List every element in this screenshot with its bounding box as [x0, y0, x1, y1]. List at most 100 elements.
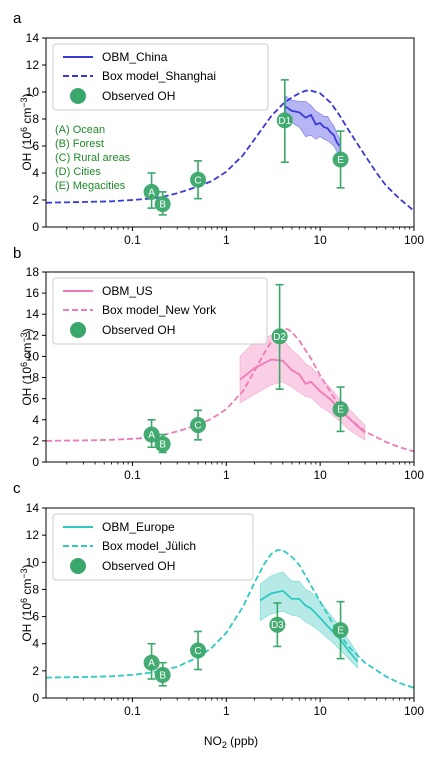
y-tick-label: 8 [32, 112, 39, 126]
observed-marker-label: B [159, 670, 166, 681]
observed-marker [269, 616, 286, 633]
y-tick-label: 10 [26, 85, 40, 99]
x-tick-label: 0.1 [124, 468, 141, 482]
y-axis-label: OH (106 cm−3) [19, 328, 34, 405]
x-tick-label: 1 [223, 704, 230, 718]
x-axis-label: NO2 (ppb) [204, 734, 258, 750]
legend-label-box-model-shanghai: Box model_Shanghai [102, 69, 216, 83]
observed-marker-label: D2 [273, 332, 286, 343]
legend-label-box-model-new-york: Box model_New York [102, 303, 217, 317]
y-axis-label: OH (106 cm−3) [19, 564, 34, 641]
y-tick-label: 12 [26, 528, 40, 542]
annotation-rural-areas: (C) Rural areas [55, 152, 131, 164]
observed-marker [332, 151, 349, 168]
annotation-forest: (B) Forest [55, 138, 104, 150]
panel-c-letter: c [13, 480, 21, 497]
observed-marker [143, 426, 160, 443]
y-tick-label: 2 [32, 193, 39, 207]
observed-marker [143, 183, 160, 200]
y-tick-label: 14 [26, 31, 40, 45]
y-tick-label: 4 [32, 637, 39, 651]
y-tick-label: 6 [32, 610, 39, 624]
observed-marker-label: D3 [271, 620, 284, 631]
panel-b-letter: b [13, 245, 21, 262]
y-tick-label: 14 [26, 307, 40, 321]
observed-point-a: A [143, 172, 160, 209]
x-tick-label: 0.1 [124, 233, 141, 247]
obm-europe-uncertainty-band [259, 571, 358, 669]
observed-point-b: B [154, 191, 171, 216]
legend-box [52, 513, 254, 581]
x-tick-label: 100 [404, 233, 424, 247]
x-tick-label: 10 [313, 468, 327, 482]
box-model-julich-curve [45, 549, 415, 689]
box-model-julich-layer [45, 549, 415, 689]
observed-point-c: C [190, 630, 207, 671]
obm-europe-line [259, 589, 359, 662]
observed-point-d1: D1 [276, 79, 293, 163]
panel-a: a AB C D1 E 0 2 4 6 8 10 12 14 0.1 1 10 100 OBM_China … [13, 10, 424, 247]
y-tick-label: 10 [26, 349, 40, 363]
observed-point-d2: D2 [271, 283, 288, 390]
observed-marker-label: C [194, 646, 201, 657]
observed-marker-label: B [159, 440, 166, 451]
legend: OBM_China Box model_Shanghai Observed OH [52, 43, 269, 111]
observed-oh-layer: AB C D2 E [143, 283, 349, 454]
y-tick-label: 0 [32, 691, 39, 705]
observed-oh-layer: AB C D3 E [143, 600, 349, 687]
annotation-ocean: (A) Ocean [55, 124, 105, 136]
y-tick-label: 0 [32, 455, 39, 469]
y-axis-label: OH (106 cm−3) [19, 93, 34, 170]
x-tick-label: 1 [223, 233, 230, 247]
observed-marker [190, 171, 207, 188]
legend-label-observed-oh: Observed OH [102, 89, 175, 103]
observed-point-a: A [143, 418, 160, 449]
y-tick-label: 14 [26, 501, 40, 515]
obm-us-line [239, 358, 366, 434]
obm-china-line [285, 106, 341, 147]
x-tick-label: 10 [313, 233, 327, 247]
observed-marker-label: A [148, 430, 155, 441]
observed-marker [190, 642, 207, 659]
obm-europe-band-layer [259, 571, 358, 669]
y-tick-label: 0 [32, 220, 39, 234]
obm-us-band-layer [239, 334, 366, 441]
observed-point-b: B [154, 661, 171, 687]
observed-marker [154, 666, 171, 683]
obm-china-band-layer [285, 95, 340, 155]
observed-marker [154, 436, 171, 453]
panel-b: b AB C D2 E 0 2 4 6 8 10 12 14 16 18 0.1 1 10 100 OBM_US… [13, 245, 424, 482]
legend-swatch-observed-oh [70, 88, 86, 104]
y-tick-label: 2 [32, 664, 39, 678]
plot-frame [45, 271, 415, 463]
x-tick-label: 10 [313, 704, 327, 718]
observed-marker [271, 328, 288, 345]
y-tick-label: 4 [32, 166, 39, 180]
legend-swatch-observed-oh [70, 322, 86, 338]
annotation-megacities: (E) Megacities [55, 180, 126, 192]
annotation-cities: (D) Cities [55, 166, 101, 178]
box-model-shanghai-layer [45, 89, 415, 212]
y-tick-label: 6 [32, 139, 39, 153]
obm-us-uncertainty-band [239, 334, 366, 441]
legend-swatch-observed-oh [70, 558, 86, 574]
observed-marker-label: E [337, 626, 344, 637]
observed-marker [332, 401, 349, 418]
observed-point-e: E [332, 130, 349, 189]
obm-china-layer [285, 106, 341, 147]
x-tick-label: 1 [223, 468, 230, 482]
y-tick-label: 8 [32, 371, 39, 385]
legend-label-obm-europe: OBM_Europe [102, 520, 175, 534]
observed-marker-label: A [148, 187, 155, 198]
y-tick-label: 10 [26, 555, 40, 569]
observed-point-a: A [143, 642, 160, 680]
x-tick-label: 100 [404, 704, 424, 718]
plot-frame [45, 37, 415, 228]
y-tick-label: 18 [26, 265, 40, 279]
axes: 0 2 4 6 8 10 12 14 16 18 0.1 1 10 100 [26, 265, 425, 482]
observed-point-d3: D3 [269, 602, 286, 648]
legend: OBM_US Box model_New York Observed OH [52, 277, 268, 345]
observed-marker-label: D1 [278, 116, 291, 127]
observed-oh-layer: AB C D1 E [143, 79, 349, 216]
